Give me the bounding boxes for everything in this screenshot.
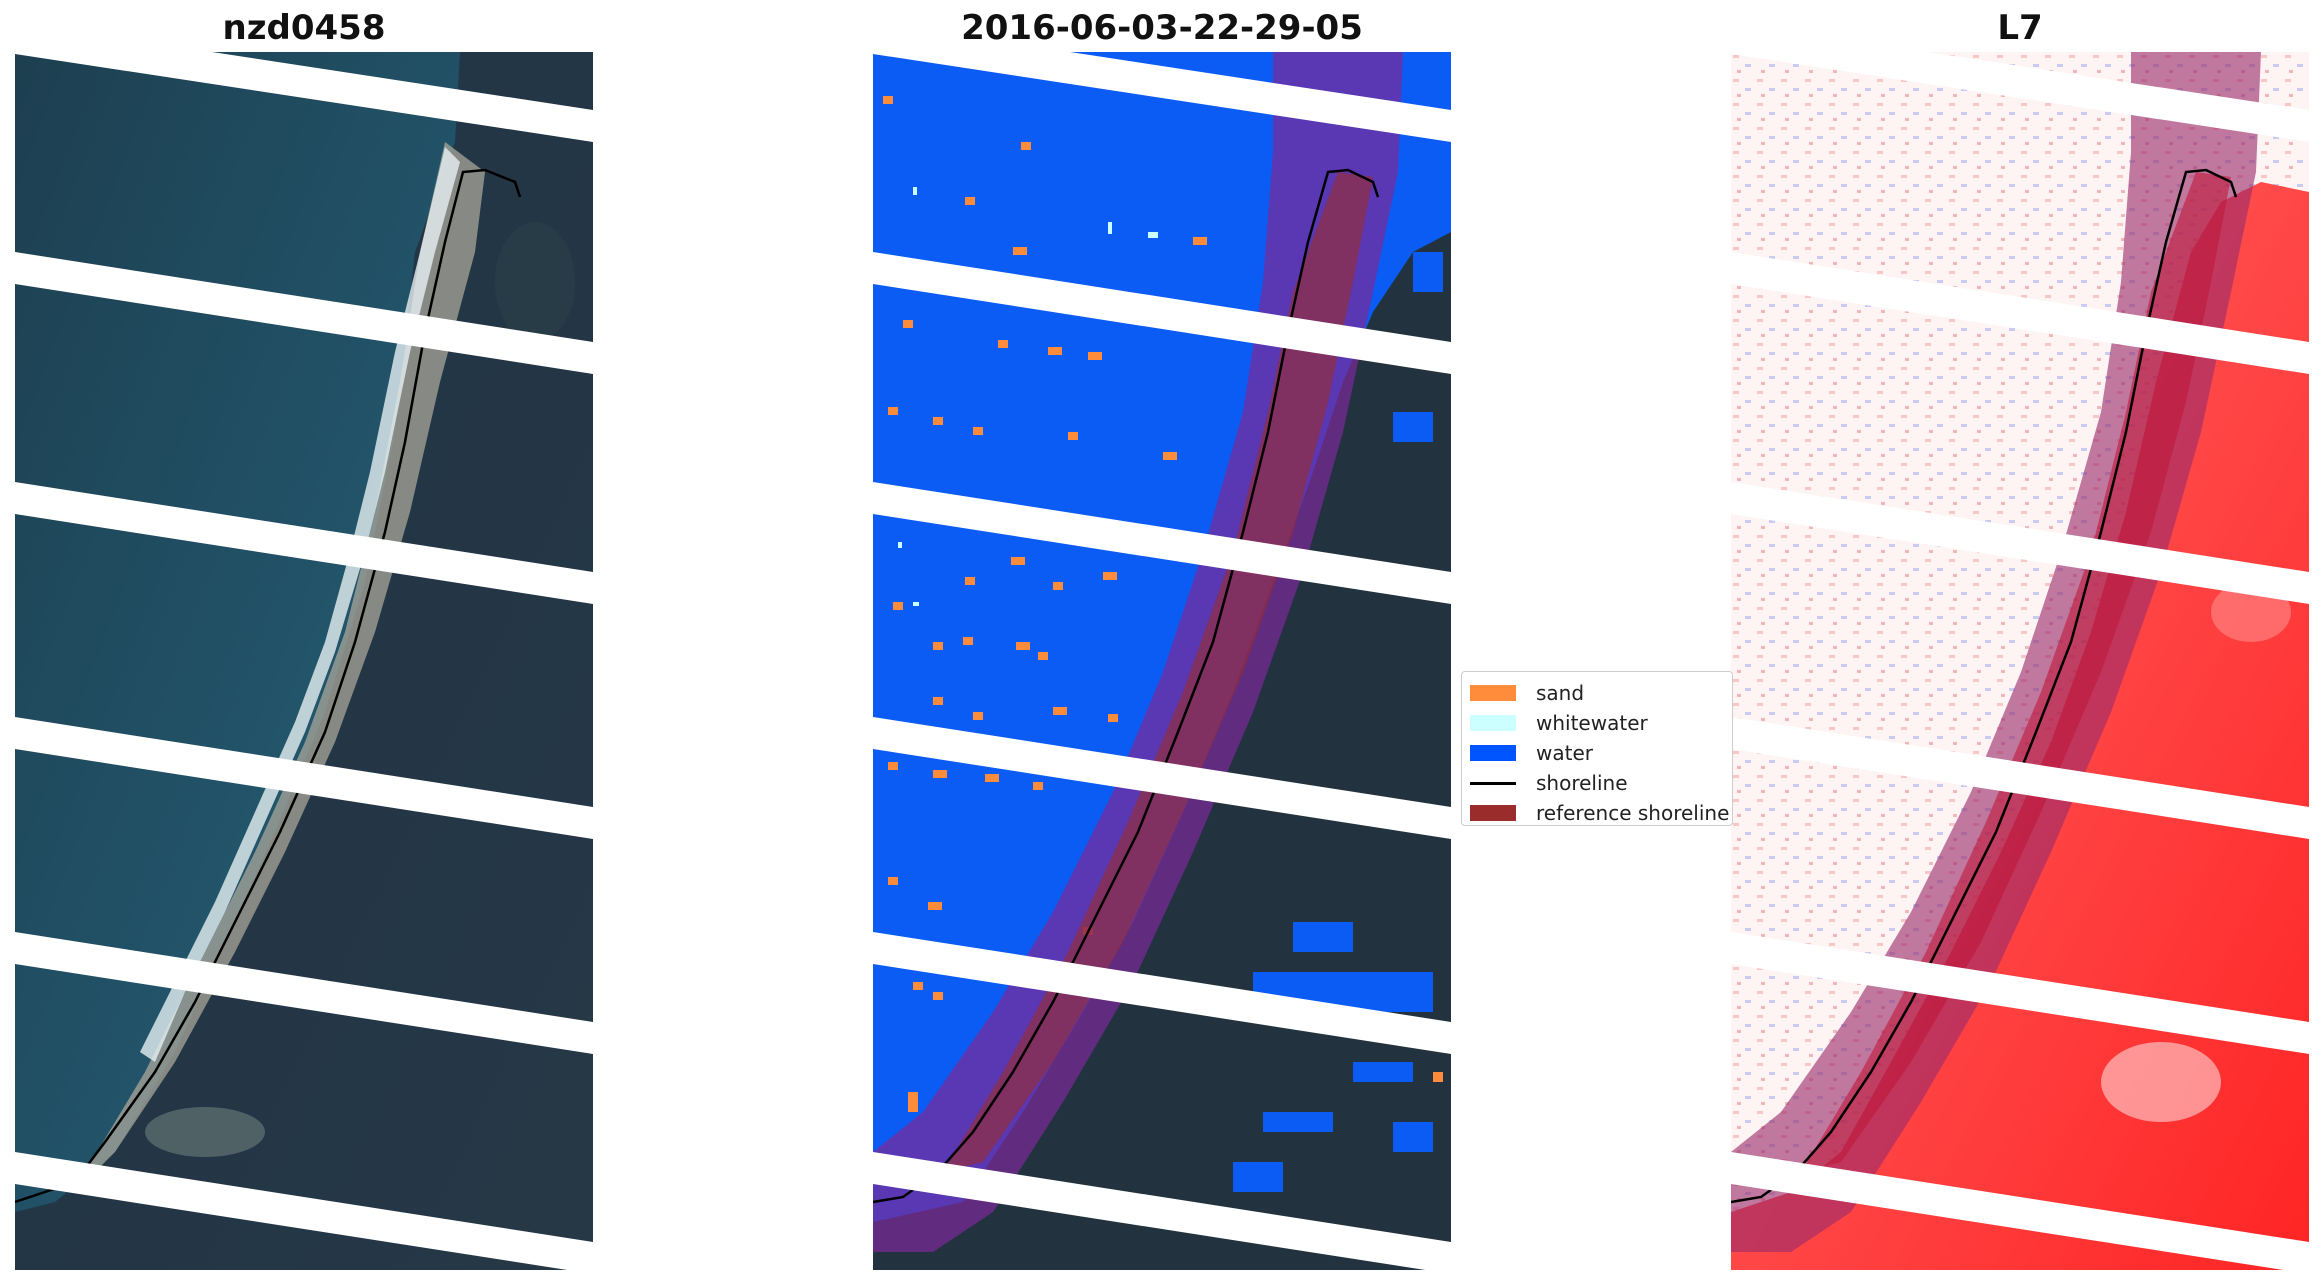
legend-label: shoreline — [1536, 771, 1628, 795]
water-swatch — [1470, 745, 1516, 761]
rgb-image — [15, 52, 593, 1270]
legend-label: sand — [1536, 681, 1585, 705]
reference-shoreline-swatch — [1470, 805, 1516, 821]
scan-gaps — [1731, 52, 2309, 1270]
panel-title-classification: 2016-06-03-22-29-05 — [961, 8, 1363, 48]
classification-image — [873, 52, 1451, 1270]
shoreline-buffer — [873, 52, 1403, 1252]
legend-label: water — [1536, 741, 1593, 765]
legend-item-whitewater: whitewater — [1470, 708, 1724, 738]
whitewater-swatch — [1470, 715, 1516, 731]
legend-label: whitewater — [1536, 711, 1648, 735]
legend-item-reference-shoreline: reference shoreline — [1470, 798, 1729, 828]
shoreline-line — [1731, 168, 2238, 1204]
sand-class-pixels — [883, 96, 1443, 1112]
estuary-patch — [145, 1107, 265, 1157]
panel-title-index: L7 — [1997, 8, 2043, 48]
reference-shoreline-band — [943, 172, 1373, 1172]
legend-label: reference shoreline — [1536, 801, 1730, 825]
legend: sand whitewater water shoreline referenc… — [1461, 671, 1733, 826]
scan-gaps — [873, 52, 1451, 1270]
legend-item-shoreline: shoreline — [1470, 768, 1724, 798]
sea-area — [15, 52, 460, 1212]
legend-item-water: water — [1470, 738, 1724, 768]
shoreline-line-swatch — [1470, 781, 1516, 785]
index-panel — [1731, 52, 2309, 1270]
rgb-image-panel — [15, 52, 593, 1270]
legend-item-sand: sand — [1470, 678, 1724, 708]
shoreline-line — [15, 168, 522, 1204]
whitewater-class-pixels — [898, 187, 1158, 606]
shoreline-buffer — [1731, 52, 2261, 1252]
panel-title-rgb: nzd0458 — [222, 8, 386, 48]
index-image — [1731, 52, 2309, 1270]
shoreline-line — [873, 168, 1380, 1204]
reference-shoreline-band — [1801, 172, 2231, 1172]
surf-zone — [140, 147, 460, 1062]
scan-gaps — [15, 52, 593, 1270]
classification-panel — [873, 52, 1451, 1270]
sand-swatch — [1470, 685, 1516, 701]
